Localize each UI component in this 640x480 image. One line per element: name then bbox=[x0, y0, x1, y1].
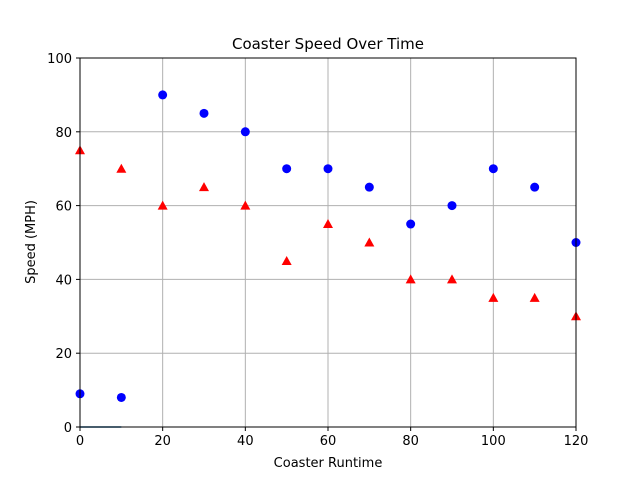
series-2-point bbox=[447, 274, 457, 284]
series-1-point bbox=[282, 164, 292, 174]
chart-title: Coaster Speed Over Time bbox=[232, 35, 424, 53]
series-1-point bbox=[447, 201, 457, 211]
x-tick-label: 20 bbox=[154, 434, 171, 449]
x-tick-label: 100 bbox=[481, 434, 506, 449]
series-1-point bbox=[158, 90, 168, 100]
series-1-point bbox=[488, 164, 498, 174]
series-2-point bbox=[157, 200, 168, 210]
x-tick-label: 60 bbox=[320, 434, 337, 449]
y-tick-label: 60 bbox=[55, 200, 72, 215]
series-1-point bbox=[199, 108, 209, 118]
x-tick-label: 40 bbox=[237, 434, 254, 449]
x-axis-title: Coaster Runtime bbox=[274, 456, 383, 471]
series-2-point bbox=[281, 255, 292, 265]
series-1-point bbox=[240, 127, 250, 137]
y-tick-label: 40 bbox=[55, 273, 72, 288]
series-1-point bbox=[116, 392, 126, 402]
y-axis-title: Speed (MPH) bbox=[24, 200, 39, 284]
y-tick-label: 100 bbox=[47, 52, 72, 67]
series-2-point bbox=[529, 292, 540, 302]
x-tick-label: 80 bbox=[402, 434, 419, 449]
y-tick-label: 80 bbox=[55, 126, 72, 141]
series-2-point bbox=[116, 163, 127, 173]
series-1-point bbox=[530, 182, 540, 192]
x-tick-label: 120 bbox=[564, 434, 589, 449]
series-2-point bbox=[405, 274, 416, 284]
tick-layer: 0 20 40 60 80 100 120 0 20 40 60 80 100 bbox=[47, 52, 588, 449]
y-tick-label: 0 bbox=[64, 421, 72, 436]
series-2-point bbox=[240, 200, 251, 210]
series-1-point bbox=[406, 219, 416, 229]
y-tick-label: 20 bbox=[55, 347, 72, 362]
series-2-point bbox=[323, 219, 333, 229]
series-1-point bbox=[364, 182, 374, 192]
series-2-point bbox=[199, 182, 209, 192]
series-2-point bbox=[488, 292, 499, 302]
x-tick-label: 0 bbox=[76, 434, 84, 449]
series-1-point bbox=[323, 164, 333, 174]
series-2-point bbox=[364, 237, 375, 247]
